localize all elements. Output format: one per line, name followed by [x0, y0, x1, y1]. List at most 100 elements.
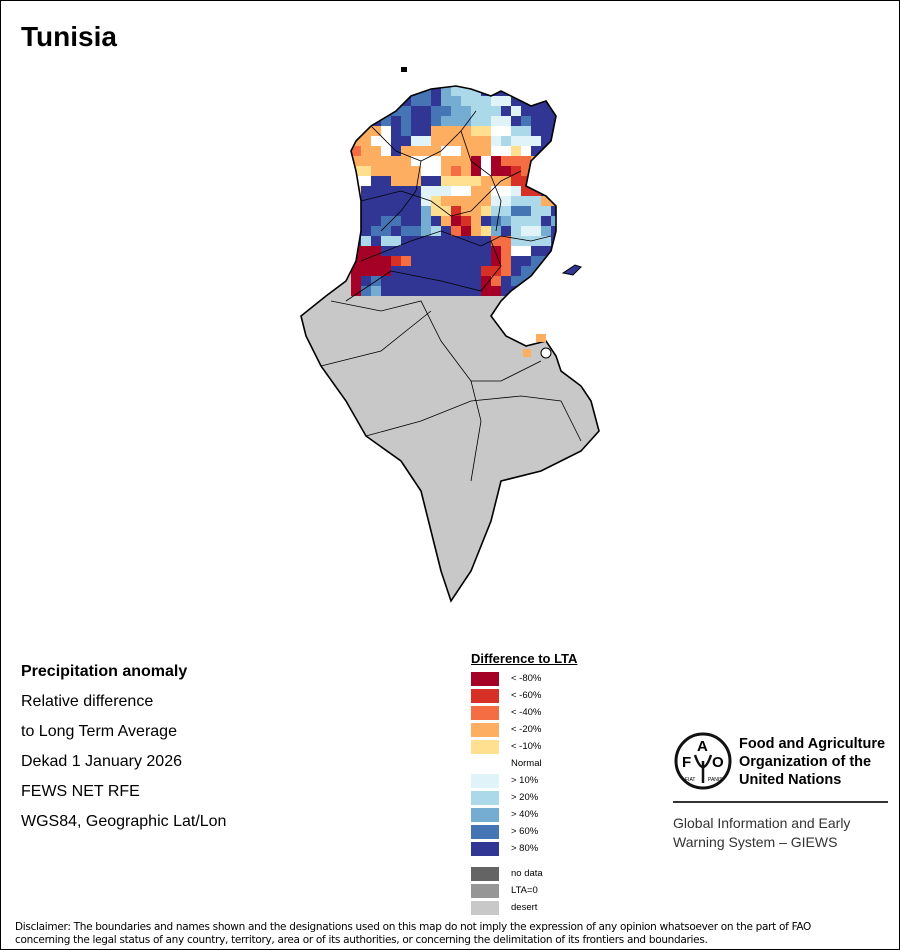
anomaly-cell — [531, 206, 541, 216]
disclaimer-line: concerning the legal status of any count… — [15, 934, 708, 946]
anomaly-cell — [411, 106, 421, 116]
legend-extra: no data LTA=0 desert — [471, 865, 577, 916]
anomaly-cell — [501, 96, 511, 106]
anomaly-cell — [351, 86, 361, 96]
anomaly-cell — [531, 106, 541, 116]
anomaly-cell — [371, 196, 381, 206]
anomaly-cell — [531, 286, 541, 296]
anomaly-cell — [421, 216, 431, 226]
anomaly-cell — [491, 266, 501, 276]
anomaly-cell — [551, 286, 561, 296]
anomaly-cell — [511, 276, 521, 286]
anomaly-cell — [401, 146, 411, 156]
anomaly-cell — [411, 256, 421, 266]
anomaly-cell — [461, 176, 471, 186]
anomaly-cell — [531, 136, 541, 146]
anomaly-cell — [381, 216, 391, 226]
anomaly-cell — [471, 126, 481, 136]
anomaly-cell — [371, 256, 381, 266]
anomaly-cell — [481, 286, 491, 296]
anomaly-cell — [481, 236, 491, 246]
anomaly-cell — [351, 216, 361, 226]
galite-island — [401, 67, 407, 72]
anomaly-cell — [551, 146, 561, 156]
anomaly-cell — [421, 116, 431, 126]
anomaly-cell — [381, 266, 391, 276]
anomaly-cell — [361, 116, 371, 126]
anomaly-cell — [511, 196, 521, 206]
anomaly-cell — [461, 276, 471, 286]
anomaly-cell — [461, 286, 471, 296]
anomaly-cell — [411, 176, 421, 186]
info-line: Dekad 1 January 2026 — [21, 753, 182, 770]
anomaly-cell — [431, 276, 441, 286]
anomaly-cell — [501, 176, 511, 186]
anomaly-cell — [461, 186, 471, 196]
anomaly-cell — [401, 246, 411, 256]
anomaly-cell — [371, 216, 381, 226]
anomaly-cell — [431, 206, 441, 216]
anomaly-cell — [501, 196, 511, 206]
anomaly-cell — [481, 226, 491, 236]
anomaly-cell — [351, 116, 361, 126]
anomaly-cell — [501, 246, 511, 256]
anomaly-cell — [501, 206, 511, 216]
anomaly-cell — [401, 86, 411, 96]
anomaly-cell — [361, 146, 371, 156]
anomaly-cell — [431, 86, 441, 96]
anomaly-cell — [521, 246, 531, 256]
anomaly-cell — [541, 246, 551, 256]
anomaly-cell — [371, 96, 381, 106]
anomaly-cell — [361, 96, 371, 106]
anomaly-cell — [481, 136, 491, 146]
anomaly-cell — [511, 136, 521, 146]
anomaly-cell — [471, 286, 481, 296]
anomaly-cell — [351, 126, 361, 136]
anomaly-cell — [441, 196, 451, 206]
anomaly-cell — [391, 156, 401, 166]
anomaly-cell — [361, 216, 371, 226]
anomaly-cell — [381, 186, 391, 196]
anomaly-cell — [531, 86, 541, 96]
anomaly-cell — [541, 156, 551, 166]
anomaly-cell — [431, 166, 441, 176]
legend-swatch — [471, 671, 499, 686]
anomaly-cell — [401, 126, 411, 136]
anomaly-cell — [501, 286, 511, 296]
anomaly-cell — [481, 256, 491, 266]
anomaly-cell — [401, 216, 411, 226]
anomaly-cell — [511, 216, 521, 226]
anomaly-cell — [411, 116, 421, 126]
anomaly-cell — [481, 216, 491, 226]
anomaly-cell — [441, 116, 451, 126]
anomaly-cell — [421, 276, 431, 286]
anomaly-grid — [351, 86, 561, 296]
anomaly-cell — [361, 256, 371, 266]
legend-item: < -80% — [471, 670, 577, 687]
anomaly-cell — [391, 226, 401, 236]
anomaly-cell — [411, 226, 421, 236]
anomaly-cell — [491, 276, 501, 286]
anomaly-cell — [431, 176, 441, 186]
anomaly-cell — [441, 146, 451, 156]
anomaly-cell — [511, 106, 521, 116]
disclaimer-line: Disclaimer: The boundaries and names sho… — [15, 921, 812, 933]
anomaly-cell — [481, 116, 491, 126]
anomaly-cell — [421, 176, 431, 186]
legend-label: < -40% — [511, 707, 542, 718]
legend-item: > 80% — [471, 840, 577, 857]
map-info: Precipitation anomaly Relative differenc… — [21, 657, 226, 837]
anomaly-cell — [351, 196, 361, 206]
info-heading: Precipitation anomaly — [21, 663, 188, 680]
anomaly-cell — [411, 196, 421, 206]
anomaly-cell — [471, 166, 481, 176]
anomaly-cell — [501, 266, 511, 276]
anomaly-cell — [421, 96, 431, 106]
anomaly-cell — [501, 136, 511, 146]
anomaly-cell — [451, 266, 461, 276]
anomaly-cell — [411, 276, 421, 286]
anomaly-cell — [521, 126, 531, 136]
anomaly-cell — [401, 266, 411, 276]
anomaly-cell — [421, 286, 431, 296]
svg-text:O: O — [712, 754, 724, 771]
